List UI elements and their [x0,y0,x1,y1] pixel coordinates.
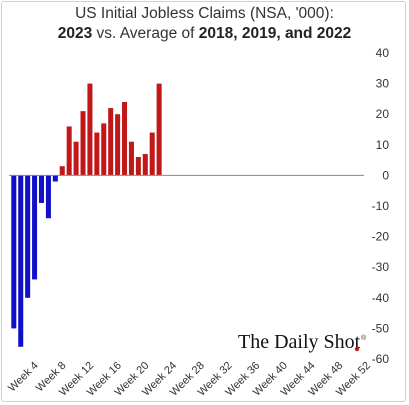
bar-week-2 [18,175,24,347]
title-comparison-years: 2018, 2019, and 2022 [198,25,352,42]
x-tick-label: Week 4 [6,360,41,395]
y-tick-label: -60 [372,352,390,366]
bar-week-13 [94,132,100,176]
title-year-2023: 2023 [57,25,93,42]
brand-registered-mark: ® [361,334,367,342]
y-tick-label: 20 [376,107,390,121]
y-tick-label: -50 [372,321,390,335]
y-tick-label: -30 [372,260,390,274]
y-tick-label: 10 [376,138,390,152]
bar-week-3 [25,175,31,298]
bar-week-11 [80,111,86,176]
bar-week-8 [59,166,65,176]
bar-week-19 [135,157,141,176]
bar-week-1 [11,175,17,329]
bar-week-21 [149,132,155,176]
y-tick-label: 30 [376,77,390,91]
chart-title-line1: US Initial Jobless Claims (NSA, '000): [75,5,334,22]
bar-week-12 [87,83,93,176]
bar-week-18 [128,141,134,176]
y-tick-label: 0 [382,168,389,182]
y-axis-ticks: 40 30 20 10 0 -10 -20 -30 -40 -50 -60 [372,46,390,366]
brand-dot-icon [354,346,360,352]
bar-week-5 [38,175,44,203]
y-tick-label: 40 [376,46,390,60]
bar-week-7 [52,175,58,182]
bar-week-22 [156,83,162,176]
y-tick-label: -20 [372,230,390,244]
bar-week-20 [142,153,148,176]
brand-logo: The Daily Shot ® [238,331,367,353]
bars-group [11,83,162,347]
y-tick-label: -40 [372,291,390,305]
bar-week-16 [115,114,121,176]
bar-week-15 [108,108,114,176]
title-connector: vs. Average of [92,25,199,42]
bar-week-10 [73,141,79,176]
chart-title-line2: 2023 vs. Average of 2018, 2019, and 2022 [0,25,409,43]
bar-week-4 [32,175,38,280]
bar-week-17 [122,101,128,176]
bar-week-14 [101,123,107,176]
brand-text: The Daily Shot [238,331,361,353]
y-tick-label: -10 [372,199,390,213]
bar-week-6 [45,175,51,219]
bar-week-9 [66,126,72,176]
